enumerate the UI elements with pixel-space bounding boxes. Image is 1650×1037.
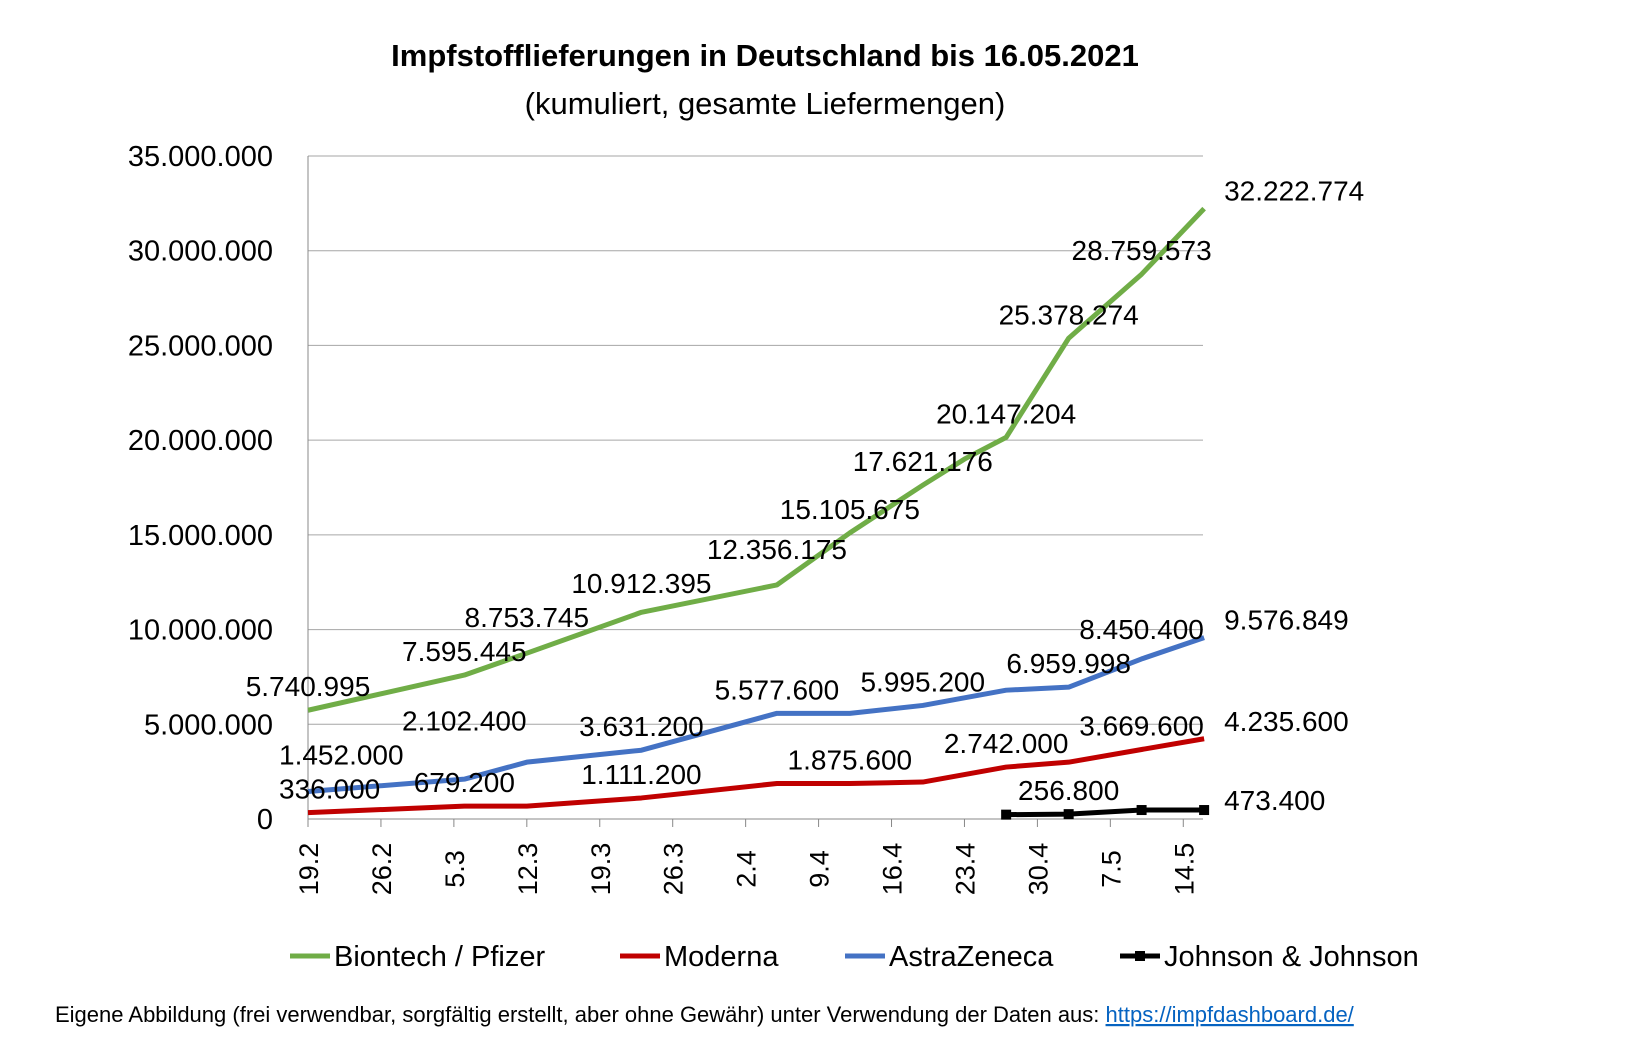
legend-marker: [1135, 951, 1145, 961]
x-tick-label: 7.5: [1096, 850, 1126, 888]
data-label: 32.222.774: [1224, 176, 1364, 207]
x-tick-label: 19.2: [294, 843, 324, 896]
y-tick-label: 10.000.000: [128, 615, 273, 647]
series-line-0: [307, 206, 1206, 713]
footer-text: Eigene Abbildung (frei verwendbar, sorgf…: [55, 1002, 1106, 1027]
series-line-3: [1006, 807, 1205, 818]
legend-label: Moderna: [664, 941, 779, 973]
data-point-marker: [1063, 809, 1074, 820]
data-label: 5.740.995: [246, 671, 371, 702]
y-tick-label: 30.000.000: [128, 236, 273, 268]
y-tick-label: 25.000.000: [128, 330, 273, 362]
data-labels: 5.740.995 7.595.4458.753.74510.912.39512.…: [246, 176, 1365, 816]
data-point-marker: [1199, 805, 1210, 816]
legend-label: Johnson & Johnson: [1164, 941, 1419, 973]
data-label: 2.102.400: [402, 706, 527, 737]
chart-subtitle: (kumuliert, gesamte Liefermengen): [525, 86, 1006, 121]
data-label: 473.400: [1224, 785, 1325, 816]
data-label: 3.669.600: [1079, 710, 1204, 741]
data-label: 2.742.000: [944, 728, 1069, 759]
data-label: 17.621.176: [853, 446, 993, 477]
data-point-marker: [1136, 805, 1147, 816]
data-label: 336.000: [279, 774, 380, 805]
series-line-2: [307, 635, 1205, 794]
x-tick-label: 9.4: [805, 850, 835, 888]
data-label: 8.450.400: [1079, 614, 1204, 645]
y-tick-label: 15.000.000: [128, 520, 273, 552]
data-label: 15.105.675: [780, 494, 920, 525]
x-tick-label: 2.4: [732, 850, 762, 888]
data-label: 3.631.200: [579, 711, 704, 742]
footer: Eigene Abbildung (frei verwendbar, sorgf…: [55, 1002, 1355, 1027]
x-axis: 19.2 26.2 5.3 12.3 19.3 26.3 2.4 9.4 16.4 23.4 30.…: [294, 819, 1199, 895]
x-tick-label: 19.3: [586, 843, 616, 896]
data-label: 12.356.175: [707, 534, 847, 565]
gridlines: [307, 155, 1203, 820]
x-tick-label: 23.4: [950, 843, 980, 896]
data-label: 10.912.395: [571, 568, 711, 599]
data-label: 256.800: [1018, 775, 1119, 806]
y-tick-label: 0: [257, 804, 273, 836]
chart-title: Impfstofflieferungen in Deutschland bis …: [391, 38, 1139, 73]
x-tick-label: 30.4: [1023, 843, 1053, 896]
legend-label: Biontech / Pfizer: [334, 941, 545, 973]
data-label: 25.378.274: [999, 299, 1139, 330]
data-label: 6.959.998: [1006, 648, 1131, 679]
data-label: 7.595.445: [402, 636, 527, 667]
data-label: 8.753.745: [465, 602, 590, 633]
data-label: 1.111.200: [581, 759, 701, 790]
data-label: 5.577.600: [715, 674, 840, 705]
data-label: 20.147.204: [936, 398, 1076, 429]
legend: Biontech / Pfizer Moderna AstraZeneca Johns…: [290, 941, 1419, 973]
data-label: 9.576.849: [1224, 605, 1349, 636]
data-label: 1.875.600: [788, 744, 913, 775]
series-line-1: [307, 736, 1205, 816]
footer-link[interactable]: https://impfdashboard.de/: [1106, 1002, 1355, 1027]
data-label: 679.200: [414, 767, 515, 798]
y-tick-label: 20.000.000: [128, 425, 273, 457]
y-axis: 0 5.000.000 10.000.000 15.000.000 20.000.000…: [128, 141, 273, 836]
series-lines: [307, 206, 1210, 820]
data-label: 28.759.573: [1072, 235, 1212, 266]
x-tick-label: 12.3: [513, 843, 543, 896]
x-tick-label: 5.3: [440, 850, 470, 888]
x-tick-label: 14.5: [1169, 843, 1199, 896]
data-point-marker: [1001, 809, 1012, 820]
x-tick-label: 16.4: [878, 843, 908, 896]
data-label: 4.235.600: [1224, 706, 1349, 737]
data-label: 1.452.000: [279, 740, 404, 771]
x-tick-label: 26.3: [659, 843, 689, 896]
x-tick-label: 26.2: [367, 843, 397, 896]
y-tick-label: 5.000.000: [144, 709, 273, 741]
y-tick-label: 35.000.000: [128, 141, 273, 173]
data-label: 5.995.200: [860, 666, 985, 697]
legend-label: AstraZeneca: [889, 941, 1054, 973]
